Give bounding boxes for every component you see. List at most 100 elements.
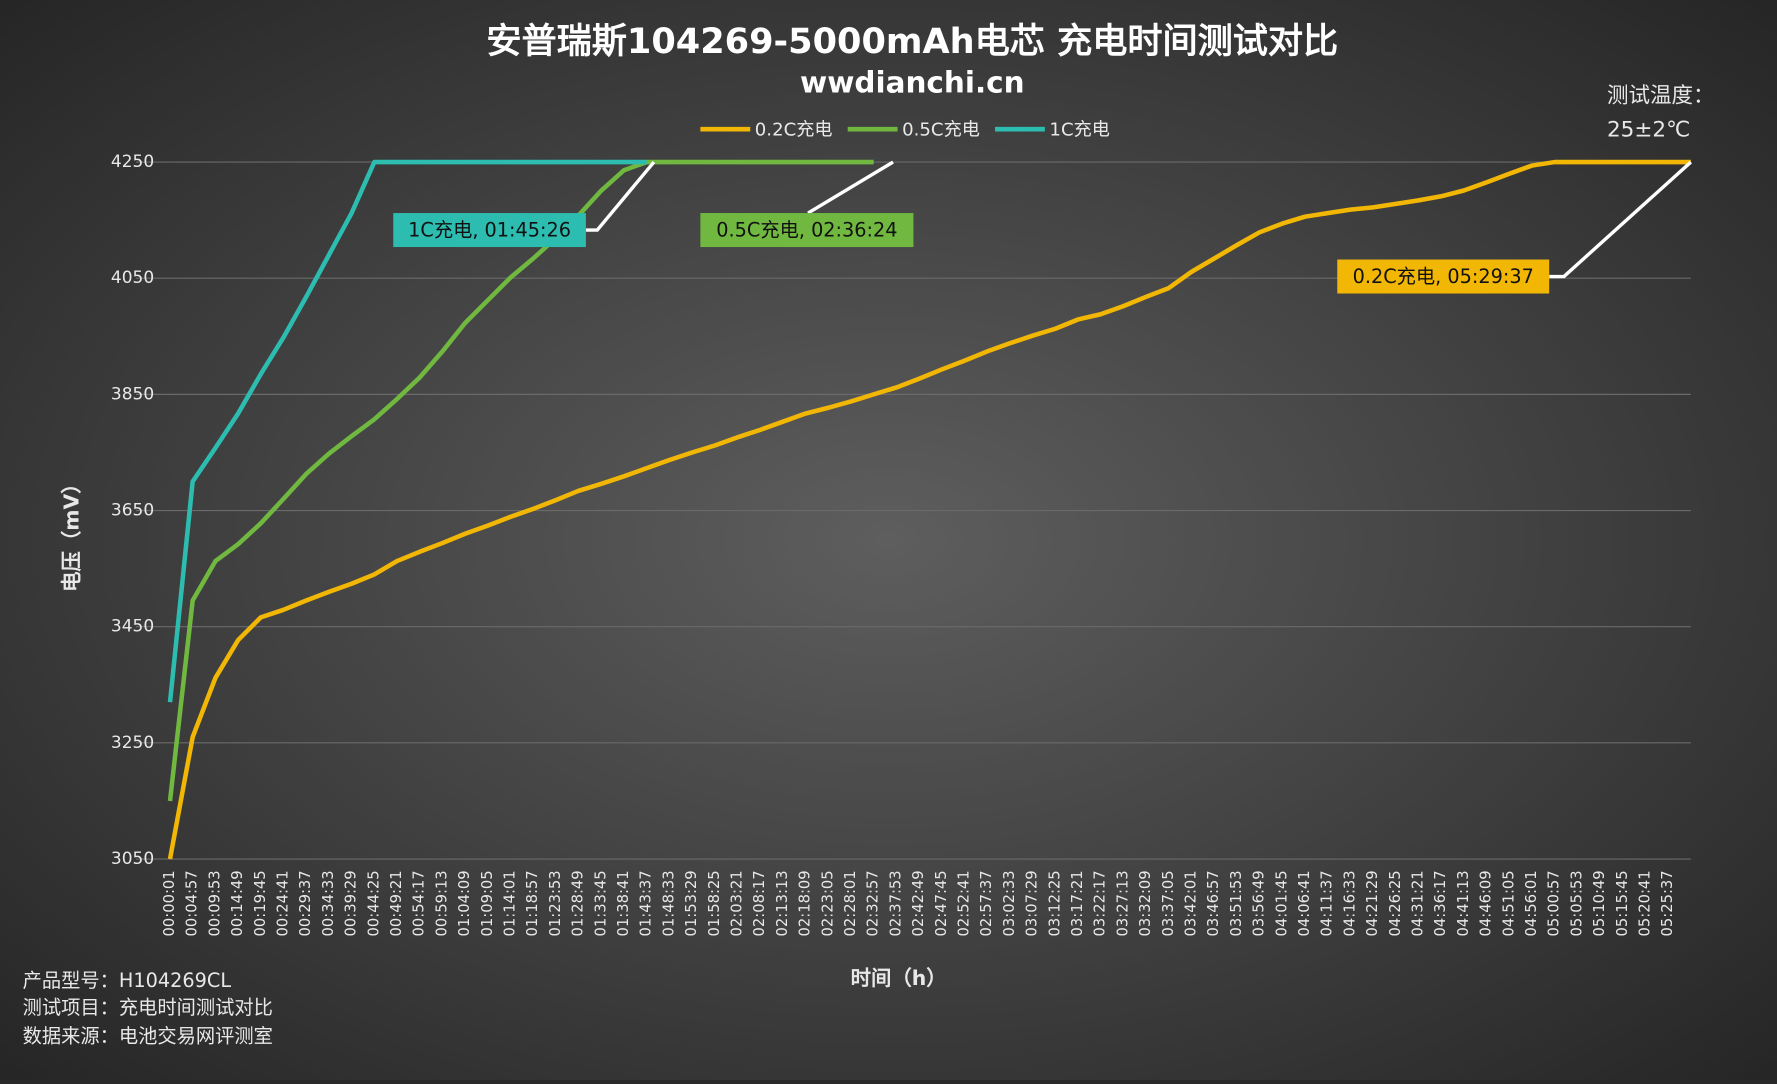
leader-line xyxy=(1549,160,1692,279)
legend-label: 0.5C充电 xyxy=(902,119,980,140)
x-tick-label: 05:15:45 xyxy=(1614,870,1631,936)
x-tick-label: 04:46:09 xyxy=(1478,870,1495,936)
series-line xyxy=(167,159,874,802)
x-tick-label: 01:09:05 xyxy=(479,870,496,936)
x-tick-label: 01:48:33 xyxy=(660,870,677,936)
x-tick-label: 01:58:25 xyxy=(706,870,723,936)
x-tick-label: 01:14:01 xyxy=(501,870,518,936)
x-tick-label: 02:52:41 xyxy=(955,870,972,936)
x-tick-label: 00:09:53 xyxy=(206,870,223,936)
x-tick-label: 00:00:01 xyxy=(161,870,178,936)
x-tick-label: 01:23:53 xyxy=(547,870,564,936)
annotation-box xyxy=(700,213,914,248)
series-line xyxy=(167,159,647,703)
leader-line xyxy=(807,160,894,215)
legend-label: 1C充电 xyxy=(1049,119,1109,140)
x-tick-label: 02:57:37 xyxy=(978,870,995,936)
x-tick-label: 05:20:41 xyxy=(1636,870,1653,936)
y-tick-label: 3850 xyxy=(111,384,154,404)
footer-line: 产品型号：H104269CL xyxy=(23,969,232,992)
x-tick-label: 03:32:09 xyxy=(1137,870,1154,936)
x-tick-label: 01:04:09 xyxy=(456,870,473,936)
x-tick-label: 04:51:05 xyxy=(1500,870,1517,936)
y-tick-label: 3650 xyxy=(111,501,154,521)
x-tick-label: 03:17:21 xyxy=(1069,870,1086,936)
x-tick-label: 00:59:13 xyxy=(433,870,450,936)
y-tick-label: 3250 xyxy=(111,733,154,753)
x-tick-label: 04:01:45 xyxy=(1273,870,1290,936)
x-tick-label: 01:38:41 xyxy=(615,870,632,936)
x-tick-label: 04:16:33 xyxy=(1341,870,1358,936)
temperature-label: 测试温度： xyxy=(1607,83,1715,108)
x-tick-label: 02:03:21 xyxy=(728,870,745,936)
x-tick-label: 01:28:49 xyxy=(570,870,587,936)
annotation-label: 1C充电, 01:45:26 xyxy=(408,219,571,242)
footer-line: 数据来源：电池交易网评测室 xyxy=(23,1024,273,1047)
annotation-box xyxy=(393,213,586,248)
x-tick-label: 00:29:37 xyxy=(297,870,314,936)
x-tick-label: 02:37:53 xyxy=(887,870,904,936)
x-tick-label: 01:53:29 xyxy=(683,870,700,936)
temperature-value: 25±2℃ xyxy=(1607,117,1690,142)
x-tick-label: 03:46:57 xyxy=(1205,870,1222,936)
x-tick-label: 04:31:21 xyxy=(1409,870,1426,936)
x-tick-label: 01:18:57 xyxy=(524,870,541,936)
annotation-label: 0.5C充电, 02:36:24 xyxy=(716,219,897,242)
x-tick-label: 00:14:49 xyxy=(229,870,246,936)
x-tick-label: 04:06:41 xyxy=(1296,870,1313,936)
x-tick-label: 03:56:49 xyxy=(1251,870,1268,936)
x-tick-label: 03:07:29 xyxy=(1024,870,1041,936)
x-tick-label: 00:49:21 xyxy=(388,870,405,936)
y-tick-label: 4250 xyxy=(111,152,154,172)
x-tick-label: 04:21:29 xyxy=(1364,870,1381,936)
x-tick-label: 03:37:05 xyxy=(1160,870,1177,936)
x-tick-label: 02:42:49 xyxy=(910,870,927,936)
x-tick-label: 00:39:29 xyxy=(343,870,360,936)
x-tick-label: 01:43:37 xyxy=(638,870,655,936)
x-tick-label: 04:36:17 xyxy=(1432,870,1449,936)
y-axis-title: 电压（mV） xyxy=(60,473,84,592)
x-tick-label: 03:12:25 xyxy=(1046,870,1063,936)
x-tick-label: 02:28:01 xyxy=(842,870,859,936)
x-tick-label: 00:24:41 xyxy=(275,870,292,936)
x-tick-label: 02:18:09 xyxy=(797,870,814,936)
y-tick-label: 3450 xyxy=(111,617,154,637)
x-tick-label: 05:25:37 xyxy=(1659,870,1676,936)
x-tick-label: 03:22:17 xyxy=(1092,870,1109,936)
x-tick-label: 02:13:13 xyxy=(774,870,791,936)
y-tick-label: 4050 xyxy=(111,268,154,288)
x-tick-label: 03:51:53 xyxy=(1228,870,1245,936)
series-line xyxy=(167,159,1691,860)
x-tick-label: 04:56:01 xyxy=(1523,870,1540,936)
footer-line: 测试项目：充电时间测试对比 xyxy=(23,996,273,1019)
x-tick-label: 05:10:49 xyxy=(1591,870,1608,936)
x-tick-label: 02:23:05 xyxy=(819,870,836,936)
x-tick-label: 00:19:45 xyxy=(252,870,269,936)
y-tick-label: 3050 xyxy=(111,849,154,869)
legend-label: 0.2C充电 xyxy=(755,119,833,140)
x-tick-label: 00:54:17 xyxy=(411,870,428,936)
x-tick-label: 05:00:57 xyxy=(1546,870,1563,936)
x-tick-label: 02:32:57 xyxy=(865,870,882,936)
leader-line xyxy=(585,160,656,232)
x-tick-label: 00:04:57 xyxy=(184,870,201,936)
x-tick-label: 02:47:45 xyxy=(933,870,950,936)
x-tick-label: 00:44:25 xyxy=(365,870,382,936)
x-tick-label: 04:11:37 xyxy=(1319,870,1336,936)
annotation-box xyxy=(1337,259,1550,294)
x-tick-label: 04:26:25 xyxy=(1387,870,1404,936)
chart-subtitle: wwdianchi.cn xyxy=(800,65,1025,99)
x-tick-label: 02:08:17 xyxy=(751,870,768,936)
x-tick-label: 05:05:53 xyxy=(1568,870,1585,936)
x-tick-label: 04:41:13 xyxy=(1455,870,1472,936)
x-axis-title: 时间（h） xyxy=(851,966,947,990)
x-tick-label: 01:33:45 xyxy=(592,870,609,936)
x-tick-label: 03:02:33 xyxy=(1001,870,1018,936)
x-tick-label: 00:34:33 xyxy=(320,870,337,936)
annotation-label: 0.2C充电, 05:29:37 xyxy=(1353,265,1534,288)
chart-title: 安普瑞斯104269-5000mAh电芯 充电时间测试对比 xyxy=(486,21,1338,62)
x-tick-label: 03:42:01 xyxy=(1182,870,1199,936)
x-tick-label: 03:27:13 xyxy=(1114,870,1131,936)
